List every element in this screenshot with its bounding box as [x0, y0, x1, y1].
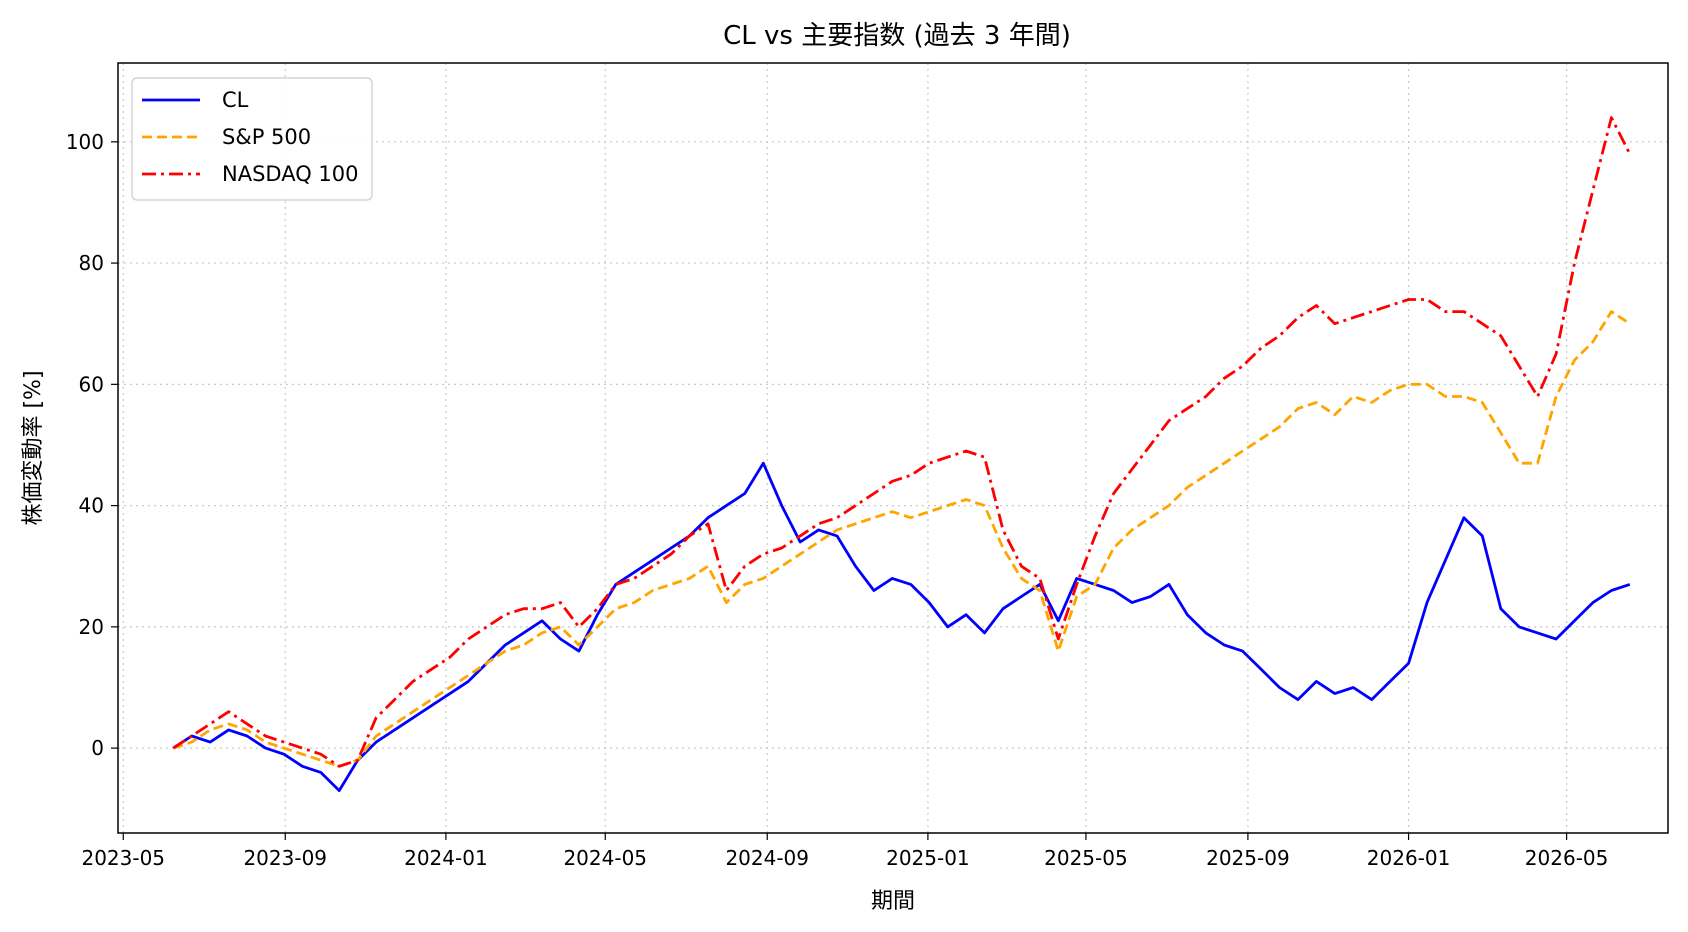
y-axis: 0 20 40 60 80 100 — [66, 130, 118, 760]
x-tick-label: 2025-09 — [1206, 846, 1290, 870]
y-tick-label: 100 — [66, 130, 104, 154]
x-tick-label: 2023-09 — [243, 846, 327, 870]
series-line-s-p-500 — [172, 310, 1631, 768]
y-tick-label: 0 — [91, 736, 104, 760]
y-tick-label: 60 — [79, 372, 104, 396]
y-tick-label: 20 — [79, 615, 104, 639]
legend-label: NASDAQ 100 — [222, 162, 359, 186]
legend-box — [131, 77, 373, 201]
x-axis-label: 期間 — [871, 889, 915, 914]
x-tick-label: 2024-01 — [404, 846, 488, 870]
x-axis: 2023-05 2023-09 2024-01 2024-05 2024-09 2025-… — [81, 833, 1608, 870]
x-tick-label: 2025-01 — [886, 846, 970, 870]
y-axis-label: 株価変動率 [%] — [21, 370, 46, 525]
x-tick-label: 2026-01 — [1367, 846, 1451, 870]
x-tick-label: 2023-05 — [81, 846, 165, 870]
series-line-nasdaq-100 — [172, 116, 1632, 768]
x-tick-label: 2024-05 — [563, 846, 647, 870]
x-tick-label: 2025-05 — [1044, 846, 1128, 870]
plot-lines — [172, 116, 1632, 792]
series-line-cl — [172, 461, 1631, 792]
x-tick-label: 2026-05 — [1525, 846, 1609, 870]
chart-title: CL vs 主要指数 (過去 3 年間) — [723, 21, 1071, 51]
y-tick-label: 80 — [79, 251, 104, 275]
legend-label: S&P 500 — [222, 125, 311, 149]
x-tick-label: 2024-09 — [725, 846, 809, 870]
plot-frame — [117, 62, 1669, 834]
legend: CL S&P 500 NASDAQ 100 — [131, 77, 373, 201]
legend-label: CL — [222, 88, 249, 112]
y-tick-label: 40 — [79, 494, 104, 518]
